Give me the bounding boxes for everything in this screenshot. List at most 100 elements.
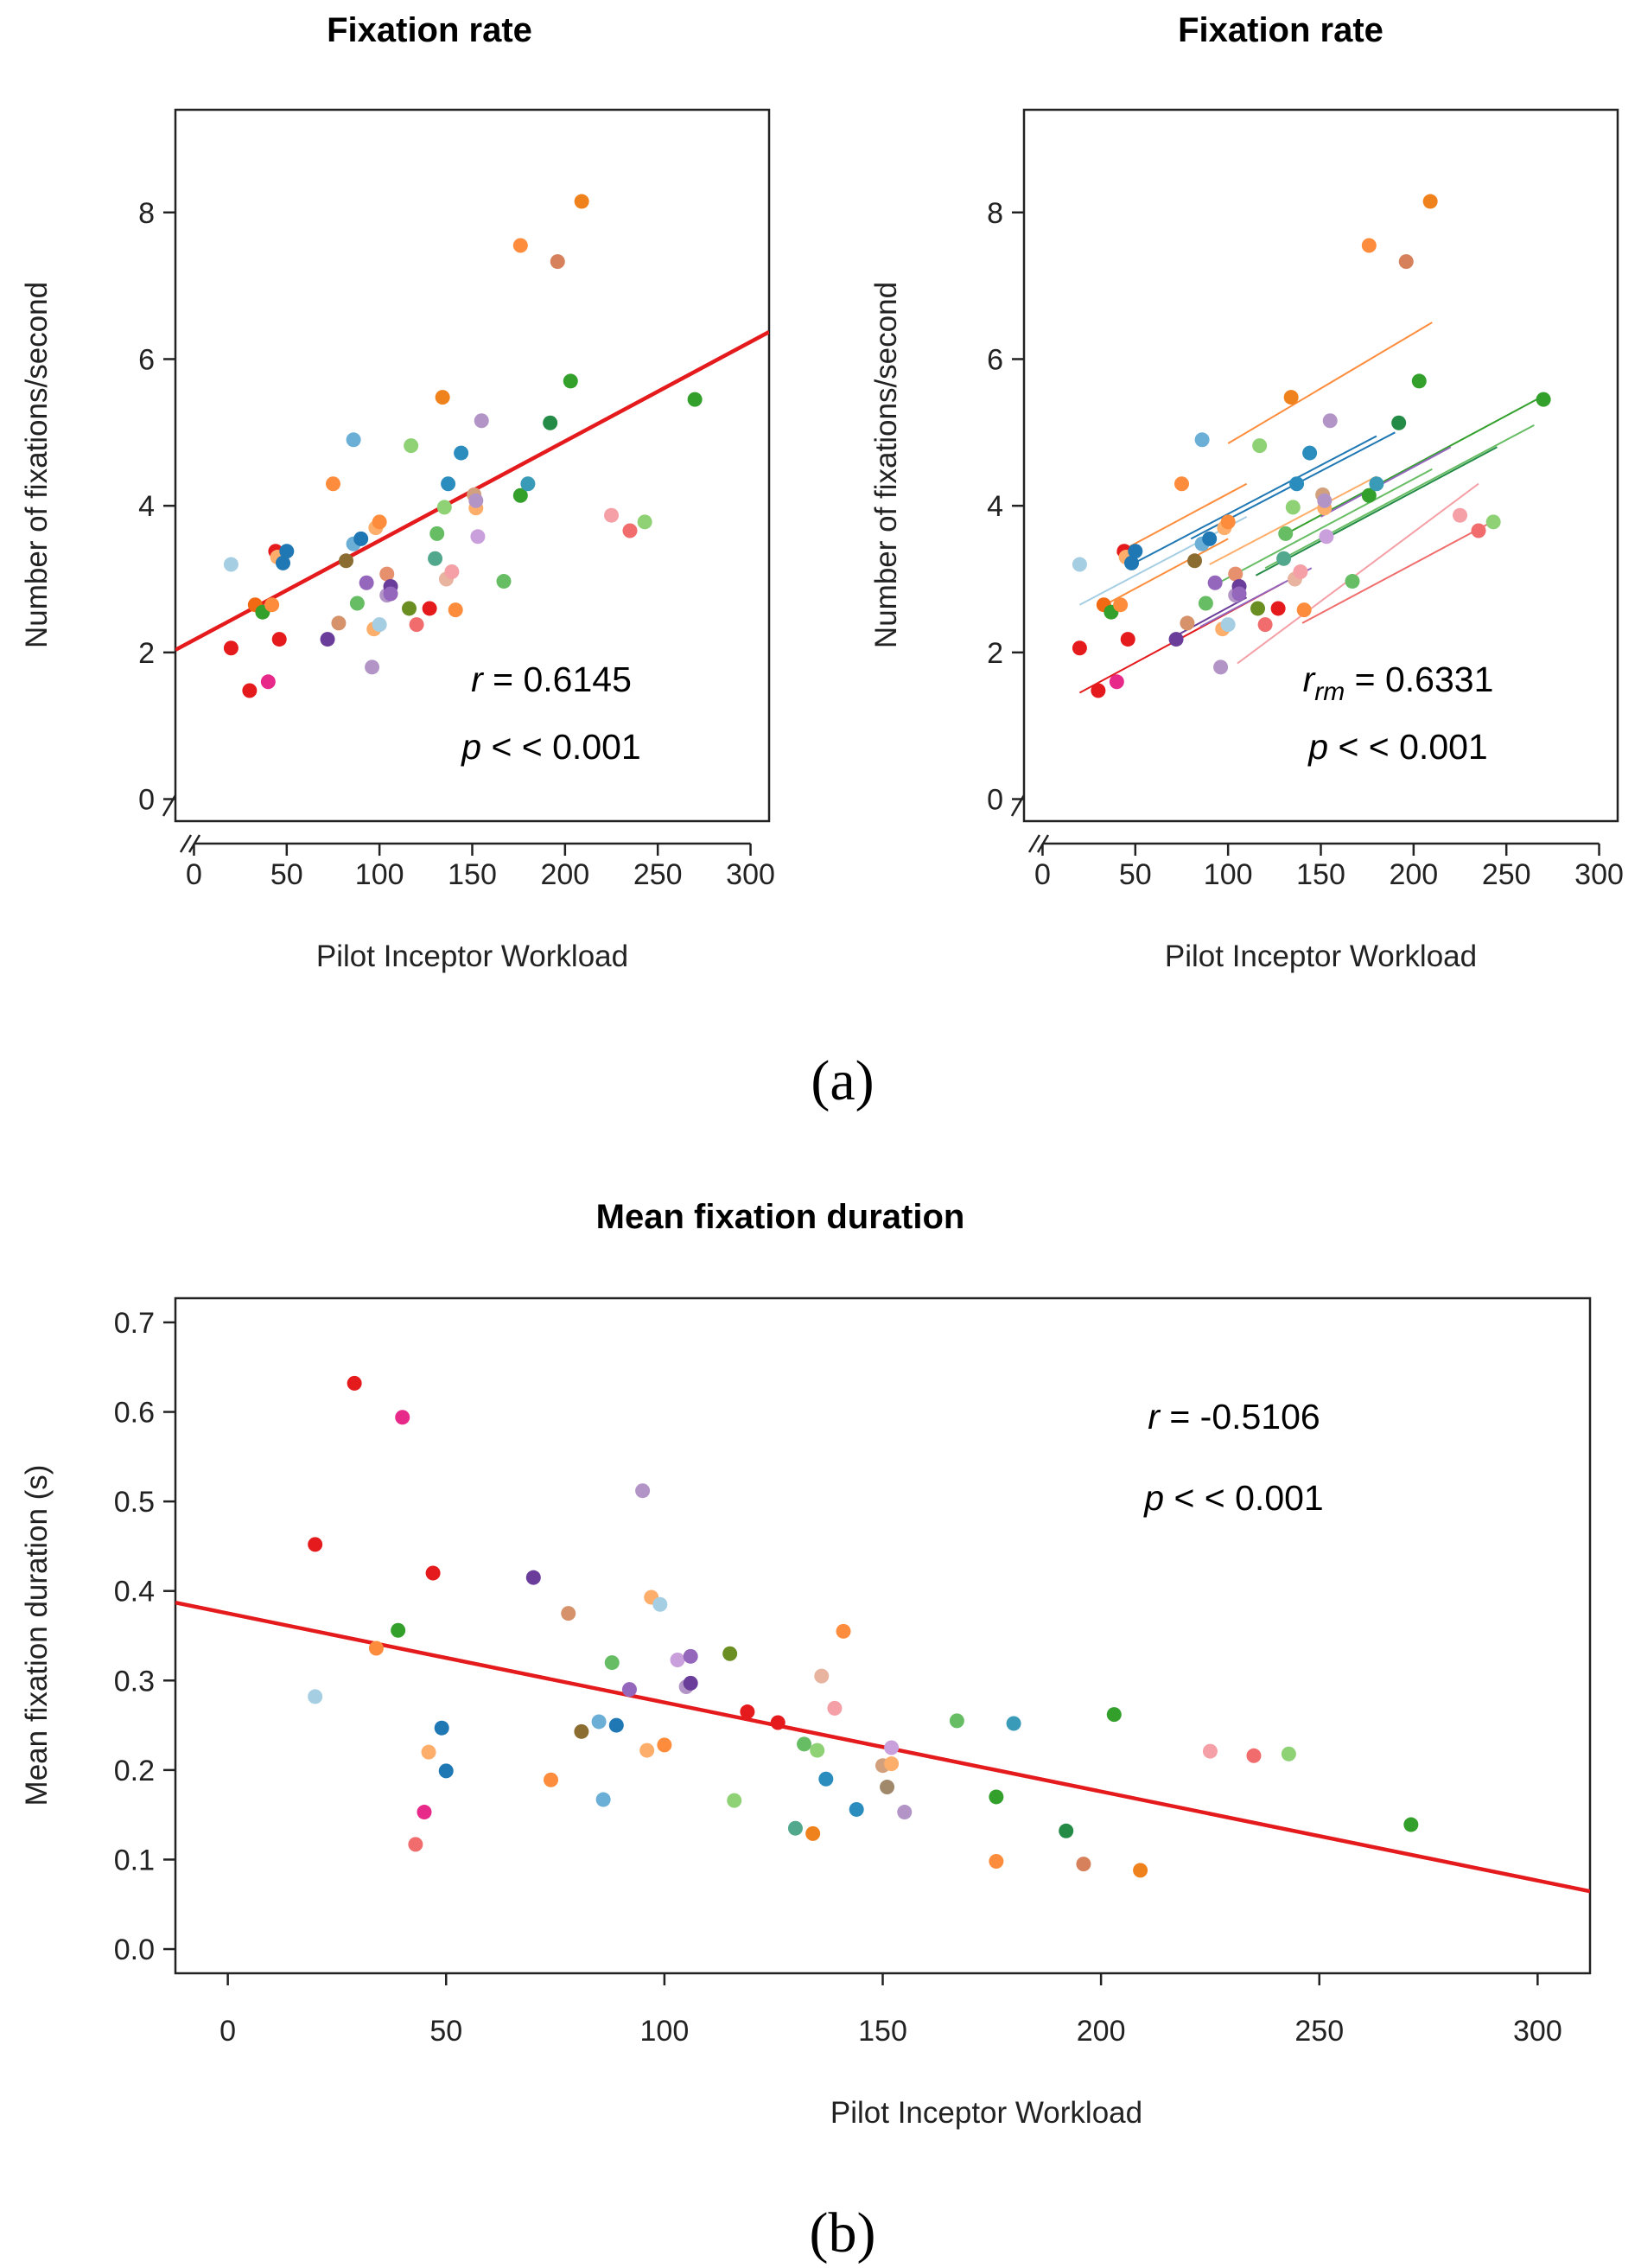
data-point [525,1570,541,1585]
y-axis-label: Number of fixations/second [869,282,903,648]
data-point [849,1801,864,1817]
data-point [395,1410,410,1425]
data-point [444,564,460,580]
data-point [1391,415,1407,430]
data-point [223,557,239,572]
data-point [1246,1748,1262,1763]
data-point [435,390,450,405]
x-tick-label: 250 [1482,858,1531,891]
stat-symbol: r [1148,1397,1161,1437]
x-tick-label: 0 [219,2015,236,2048]
data-point [880,1780,895,1795]
data-point [331,615,347,631]
y-tick-label: 4 [987,490,1003,523]
x-tick-label: 50 [1119,858,1152,891]
data-point [1220,514,1236,530]
data-point [474,413,489,429]
data-point [1133,1863,1148,1878]
stat-value: = 0.6331 [1345,659,1493,699]
data-point [264,597,280,613]
data-point [827,1700,843,1716]
data-point [1207,575,1223,590]
data-point [727,1793,742,1808]
p-symbol: p [1142,1478,1164,1518]
p-annotation: p < < 0.001 [460,727,640,767]
panel-b: Mean fixation duration 0.0 0.1 0.2 0.3 0.4 0.5… [20,1198,1592,2130]
p-annotation: p < < 0.001 [1142,1478,1323,1518]
fit-lines [1078,322,1544,694]
data-point [637,514,652,530]
y-axis-break [162,794,177,817]
data-point [1296,602,1312,618]
data-point [1281,1746,1296,1762]
data-point [1202,1743,1218,1759]
stat-annotation: rrm = 0.6331 [1303,659,1494,706]
data-point [520,476,536,492]
x-tick-label: 300 [726,858,775,891]
data-point [563,373,578,389]
y-tick-label: 0.7 [114,1307,155,1340]
data-point [496,574,512,589]
data-point [1289,476,1305,492]
x-tick-label: 300 [1513,2015,1562,2048]
data-point [383,586,398,602]
y-axis-break [1010,794,1026,817]
data-point [1194,432,1210,448]
data-point [1319,529,1334,545]
data-point [347,1375,362,1391]
caption-b: (b) [810,2201,876,2265]
rm-fit-line [1131,435,1377,565]
data-point [622,523,638,538]
data-point [223,640,239,656]
data-point [339,553,354,569]
data-point [683,1675,698,1691]
data-point [1198,596,1213,611]
data-point [604,1655,620,1671]
data-point [434,1720,449,1736]
data-point [404,438,419,454]
x-tick-label: 150 [448,858,497,891]
data-point [770,1715,786,1730]
y-tick-label: 8 [987,197,1003,230]
data-point [814,1668,830,1684]
data-point [353,531,369,546]
chart-title: Fixation rate [327,11,532,49]
data-point [1278,526,1294,541]
data-point [604,507,620,523]
y-tick-label: 8 [138,197,155,230]
p-value: < < 0.001 [1164,1478,1324,1518]
data-point [436,500,452,515]
stat-value: = -0.5106 [1160,1397,1320,1437]
data-points [1072,194,1551,698]
data-point [422,601,437,616]
data-point [1250,601,1266,616]
rm-fit-line [1320,446,1452,518]
data-point [512,487,528,503]
data-point [1091,683,1106,698]
rm-fit-line [1116,482,1248,555]
regression-line [175,1601,1590,1894]
data-point [1252,438,1268,454]
data-point [561,1606,576,1621]
data-point [1317,493,1333,508]
p-symbol: p [460,727,481,767]
x-axis-label: Pilot Inceptor Workload [316,940,628,973]
data-point [544,1772,559,1787]
y-tick-label: 0.3 [114,1665,155,1698]
rm-fit-line [1227,322,1433,444]
y-tick-label: 0.1 [114,1844,155,1876]
data-point [320,632,335,647]
data-point [639,1742,655,1758]
chart-title: Mean fixation duration [596,1198,965,1236]
y-axis-label: Mean fixation duration (s) [20,1465,54,1806]
data-point [1369,476,1384,492]
stat-symbol: r [471,659,485,699]
x-tick-label: 150 [858,2015,907,2048]
rm-fit-line [1264,424,1535,570]
x-tick-label: 0 [186,858,202,891]
y-tick-label: 0.5 [114,1486,155,1519]
data-point [349,596,365,611]
caption-a: (a) [811,1049,874,1112]
data-point [1322,413,1338,429]
